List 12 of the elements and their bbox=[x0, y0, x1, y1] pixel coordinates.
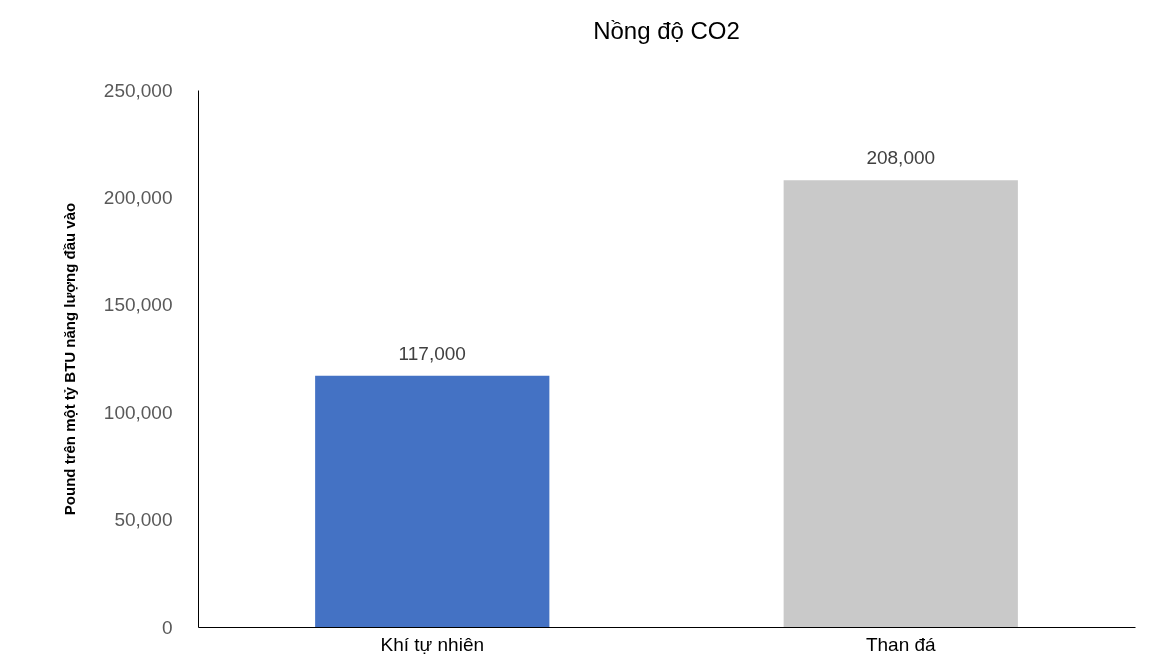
y-axis-title: Pound trên một tỷ BTU năng lượng đầu vào bbox=[60, 202, 78, 516]
y-tick-label: 50,000 bbox=[114, 509, 173, 531]
y-tick-label: 250,000 bbox=[103, 79, 173, 101]
x-tick-label: Khí tự nhiên bbox=[380, 633, 485, 655]
y-tick-label: 100,000 bbox=[103, 401, 173, 423]
y-tick-label: 0 bbox=[161, 616, 173, 638]
chart-title: Nồng độ CO2 bbox=[593, 17, 740, 44]
data-label: 117,000 bbox=[398, 342, 466, 364]
y-tick-label: 200,000 bbox=[103, 186, 173, 208]
data-label: 208,000 bbox=[866, 147, 936, 169]
x-tick-label: Than đá bbox=[865, 633, 937, 655]
y-tick-label: 150,000 bbox=[103, 294, 173, 316]
